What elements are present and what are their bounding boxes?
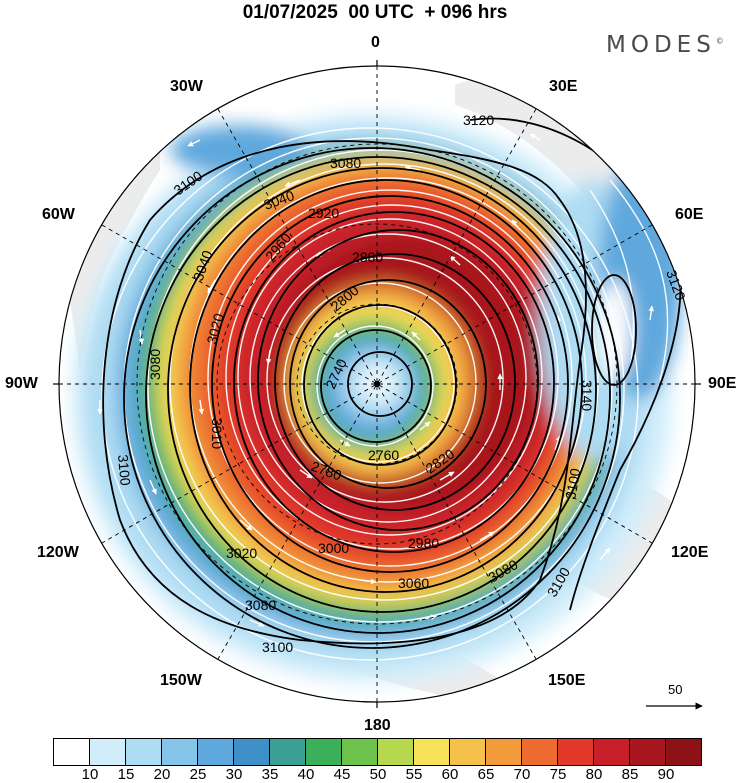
colorbar-tick-label: 75 [549, 766, 567, 783]
chart-title: 01/07/2025 00 UTC + 096 hrs [242, 2, 508, 23]
colorbar-swatch [377, 738, 414, 766]
reference-vector-arrow [646, 702, 703, 710]
contour-label: 3000 [318, 540, 349, 556]
colorbar-tick-label: 80 [585, 766, 603, 783]
contour-label: 2920 [308, 205, 339, 221]
colorbar-swatch [557, 738, 594, 766]
colorbar-swatch [485, 738, 522, 766]
reference-vector-label: 50 [668, 682, 683, 697]
colorbar-tick-label: 85 [621, 766, 639, 783]
colorbar-swatch [89, 738, 126, 766]
wind-streamlines [101, 127, 669, 661]
height-contours [102, 117, 682, 649]
lon-label-90e: 90E [708, 375, 737, 392]
contour-label: 3080 [245, 597, 276, 613]
colorbar-tick-label: 10 [81, 766, 99, 783]
lon-label-60e: 60E [675, 206, 704, 223]
contour-label: 3100 [115, 454, 134, 487]
contour-label: 2880 [352, 249, 383, 265]
colorbar-swatch [233, 738, 270, 766]
colorbar-tick-label: 45 [333, 766, 351, 783]
contour-label: 3140 [579, 380, 595, 411]
lon-label-180: 180 [364, 717, 391, 734]
colorbar-swatch [413, 738, 450, 766]
colorbar-tick-label: 55 [405, 766, 423, 783]
colorbar-swatch [629, 738, 666, 766]
colorbar-tick-label: 25 [189, 766, 207, 783]
lon-label-120w: 120W [37, 544, 79, 561]
lon-label-60w: 60W [42, 206, 75, 223]
colorbar-swatch [53, 738, 90, 766]
colorbar-swatch [521, 738, 558, 766]
contour-label: 3100 [262, 639, 293, 655]
contour-label: 2760 [368, 447, 399, 463]
colorbar-swatch [341, 738, 378, 766]
contour-label: 3120 [463, 112, 494, 128]
contour-label: 3010 [209, 418, 225, 449]
lon-label-90w: 90W [5, 375, 38, 392]
colorbar-tick-label: 70 [513, 766, 531, 783]
colorbar-tick-label: 90 [657, 766, 675, 783]
colorbar-swatch [161, 738, 198, 766]
graticule [59, 66, 695, 702]
modes-logo: MODES© [606, 32, 724, 58]
contour-label: 2980 [408, 535, 439, 551]
colorbar-swatch [665, 738, 702, 766]
colorbar-tick-label: 20 [153, 766, 171, 783]
colorbar-swatch [197, 738, 234, 766]
colorbar-tick-label: 15 [117, 766, 135, 783]
contour-label: 3020 [226, 545, 257, 561]
lon-label-30w: 30W [170, 78, 203, 95]
colorbar-swatch [593, 738, 630, 766]
colorbar-tick-label: 60 [441, 766, 459, 783]
colorbar-swatch [449, 738, 486, 766]
lon-label-120e: 120E [671, 544, 709, 561]
lon-label-150w: 150W [160, 672, 202, 689]
contour-label: 3020 [203, 311, 227, 345]
colorbar-swatch [125, 738, 162, 766]
colorbar-tick-label: 30 [225, 766, 243, 783]
colorbar-swatch [269, 738, 306, 766]
contour-label: 3080 [330, 155, 361, 171]
lon-label-0: 0 [371, 34, 380, 51]
colorbar-tick-label: 65 [477, 766, 495, 783]
lon-label-30e: 30E [549, 78, 578, 95]
colorbar-tick-label: 35 [261, 766, 279, 783]
contour-label: 3060 [398, 575, 429, 591]
lon-label-150e: 150E [548, 672, 586, 689]
colorbar [53, 738, 702, 766]
contour-label: 3100 [562, 467, 583, 501]
colorbar-tick-label: 40 [297, 766, 315, 783]
colorbar-swatch [305, 738, 342, 766]
contour-label: 3080 [147, 349, 163, 380]
colorbar-ticks: 10 15 20 25 30 35 40 45 50 55 60 65 70 75 80 85 90 [0, 766, 750, 783]
colorbar-tick-label: 50 [369, 766, 387, 783]
